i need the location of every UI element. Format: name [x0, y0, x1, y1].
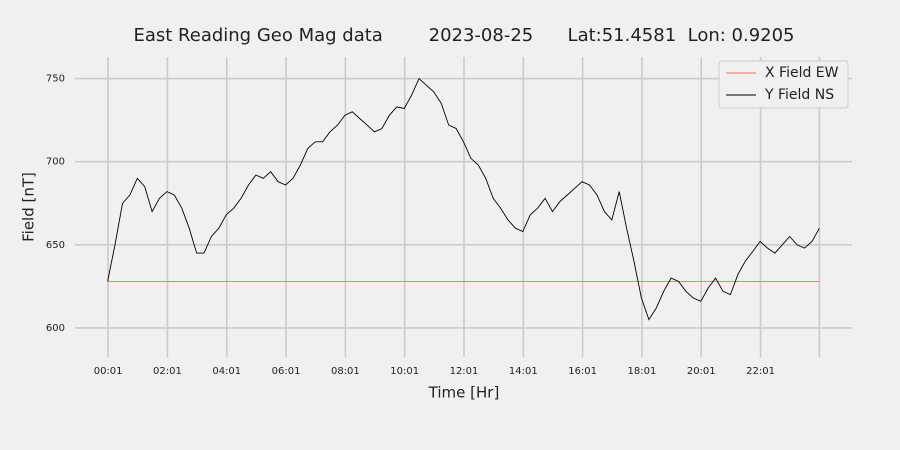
y-axis-label: Field [nT]: [20, 172, 38, 242]
x-tick-label: 00:01: [94, 366, 123, 377]
y-tick-label: 600: [46, 323, 65, 334]
y-tick-label: 750: [46, 74, 65, 85]
legend-label: Y Field NS: [764, 87, 834, 103]
x-tick-label: 04:01: [212, 366, 241, 377]
x-tick-label: 14:01: [509, 366, 538, 377]
data-line: [107, 77, 820, 321]
chart-title: East Reading Geo Mag data 2023-08-25 Lat…: [133, 25, 794, 46]
legend: X Field EW Y Field NS: [718, 60, 849, 109]
x-axis-label: Time [Hr]: [428, 384, 500, 402]
x-tick-label: 20:01: [687, 366, 716, 377]
x-tick-label: 02:01: [153, 366, 182, 377]
x-tick-label: 18:01: [628, 366, 657, 377]
x-tick-label: 10:01: [390, 366, 419, 377]
x-tick-label: 16:01: [568, 366, 597, 377]
x-tick-label: 06:01: [272, 366, 301, 377]
y-tick-label: 700: [46, 157, 65, 168]
x-tick-label: 08:01: [331, 366, 360, 377]
legend-label: X Field EW: [765, 65, 839, 81]
x-tick-label: 22:01: [746, 366, 775, 377]
y-tick-label: 650: [46, 240, 65, 251]
x-tick-label: 12:01: [450, 366, 479, 377]
